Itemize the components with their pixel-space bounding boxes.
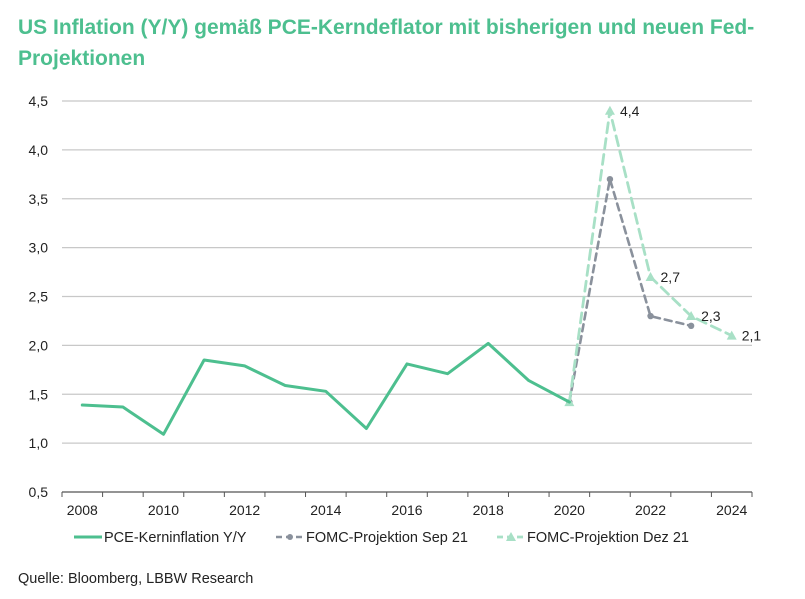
legend-label: FOMC-Projektion Sep 21 — [306, 530, 468, 546]
y-tick-label: 1,5 — [29, 386, 49, 402]
x-tick-label: 2012 — [229, 502, 260, 518]
x-tick-label: 2008 — [67, 502, 98, 518]
x-tick-label: 2018 — [473, 502, 504, 518]
series-point — [726, 330, 737, 340]
chart-title: US Inflation (Y/Y) gemäß PCE-Kerndeflato… — [18, 16, 755, 70]
data-label: 2,1 — [742, 328, 762, 344]
legend-label: FOMC-Projektion Dez 21 — [527, 530, 689, 546]
gridlines — [62, 100, 752, 444]
x-tick-label: 2010 — [148, 502, 179, 518]
chart-series — [80, 105, 737, 436]
x-tick-label: 2020 — [554, 502, 585, 518]
series-line — [568, 109, 734, 404]
series-point — [687, 322, 695, 330]
series-point — [606, 176, 614, 183]
y-tick-label: 4,5 — [29, 93, 49, 109]
series-line — [568, 177, 693, 404]
series-point — [647, 312, 654, 320]
y-tick-label: 4,0 — [29, 142, 49, 158]
x-tick-label: 2016 — [391, 502, 422, 518]
x-tick-label: 2024 — [716, 502, 747, 518]
legend-marker — [506, 532, 516, 541]
y-axis-tick-labels: 0,5 1,0 1,5 2,0 2,5 3,0 3,5 4,0 4,5 — [29, 93, 49, 500]
x-axis: 2008 2010 2012 2014 2016 2018 2020 2022 2024 — [61, 491, 753, 518]
series-point — [604, 105, 615, 115]
y-tick-label: 2,5 — [29, 289, 49, 305]
legend: PCE-Kerninflation Y/Y FOMC-Projektion Sep… — [74, 530, 689, 546]
y-tick-label: 3,5 — [29, 191, 49, 207]
data-label: 2,7 — [661, 269, 681, 285]
series-line — [80, 341, 571, 436]
legend-label: PCE-Kerninflation Y/Y — [104, 530, 247, 546]
data-label: 4,4 — [620, 103, 640, 119]
y-tick-label: 2,0 — [29, 337, 49, 353]
series-point — [686, 311, 697, 321]
y-tick-label: 1,0 — [29, 435, 49, 451]
x-tick-label: 2022 — [635, 502, 666, 518]
legend-marker — [287, 534, 293, 540]
source-note: Quelle: Bloomberg, LBBW Research — [18, 571, 254, 587]
x-tick-label: 2014 — [310, 502, 341, 518]
series-point — [645, 271, 656, 281]
data-label: 2,3 — [701, 308, 721, 324]
y-tick-label: 0,5 — [29, 484, 49, 500]
y-tick-label: 3,0 — [29, 240, 49, 256]
data-labels: 4,4 2,7 2,3 2,1 — [620, 103, 761, 344]
